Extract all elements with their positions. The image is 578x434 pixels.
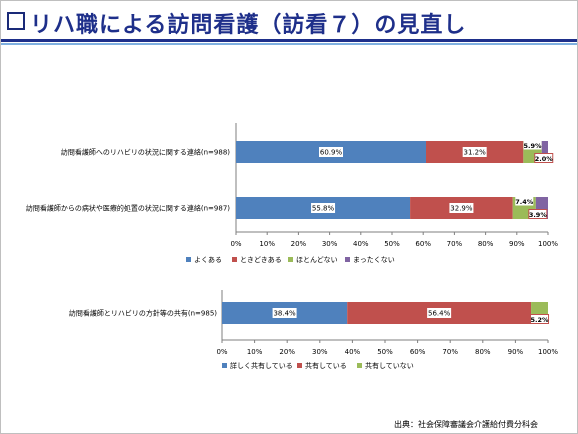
data-label-box [515, 196, 534, 206]
category-label: 訪問看護師とリハビリの方針等の共有(n=985) [69, 309, 217, 318]
legend-swatch [186, 257, 191, 262]
x-tick-label: 50% [377, 348, 393, 356]
bar-segment [541, 141, 548, 163]
title-square-icon [7, 12, 25, 30]
data-label: 31.2% [464, 149, 487, 157]
data-label-box [449, 203, 474, 213]
x-tick-label: 100% [538, 240, 558, 248]
data-label: 60.9% [320, 149, 343, 157]
x-tick-label: 40% [353, 240, 369, 248]
data-label-box [530, 314, 550, 324]
legend-label: 詳しく共有している [230, 361, 293, 370]
legend-swatch [297, 363, 302, 368]
data-label: 7.4% [515, 198, 534, 206]
x-tick-label: 10% [259, 240, 275, 248]
data-label: 3.9% [529, 211, 548, 219]
legend-label: 共有している [305, 361, 347, 370]
data-label: 5.9% [524, 142, 543, 150]
x-tick-label: 60% [410, 348, 426, 356]
data-label-box [311, 203, 336, 213]
x-tick-label: 60% [415, 240, 431, 248]
data-label-box [272, 308, 297, 318]
x-tick-label: 90% [509, 240, 525, 248]
x-tick-label: 80% [478, 240, 494, 248]
legend-label: 共有していない [365, 361, 414, 370]
slide-header: リハ職による訪問看護（訪看７）の見直し [0, 0, 578, 40]
x-tick-label: 30% [322, 240, 338, 248]
legend-label: ほとんどない [296, 256, 338, 264]
data-label-box [534, 153, 554, 163]
source-note: 出典：社会保障審議会介護給付費分科会 [394, 420, 538, 429]
legend-label: よくある [194, 256, 222, 264]
data-label-box [462, 147, 487, 157]
x-tick-label: 0% [230, 240, 241, 248]
data-label: 5.2% [531, 316, 550, 324]
x-tick-label: 70% [442, 348, 458, 356]
data-label-box [523, 140, 542, 150]
x-tick-label: 90% [508, 348, 524, 356]
title-underline [0, 39, 578, 42]
x-tick-label: 70% [447, 240, 463, 248]
legend-swatch [222, 363, 227, 368]
data-label: 38.4% [273, 310, 296, 318]
category-label: 訪問看護師へのリハビリの状況に関する連絡(n=988) [61, 148, 230, 157]
data-label: 55.8% [312, 205, 335, 213]
data-label: 2.0% [535, 155, 554, 163]
x-tick-label: 50% [384, 240, 400, 248]
slide-title: リハ職による訪問看護（訪看７）の見直し [30, 13, 467, 38]
legend-swatch [288, 257, 293, 262]
data-label-box [427, 308, 452, 318]
legend-swatch [357, 363, 362, 368]
category-label: 訪問看護師からの病状や医療的処置の状況に関する連絡(n=987) [26, 204, 230, 213]
data-label: 56.4% [428, 310, 451, 318]
title-underline-accent [0, 43, 578, 45]
data-label-box [528, 209, 548, 219]
x-tick-label: 20% [279, 348, 295, 356]
legend-swatch [345, 257, 350, 262]
legend-swatch [232, 257, 237, 262]
x-tick-label: 20% [291, 240, 307, 248]
x-tick-label: 40% [345, 348, 361, 356]
legend-label: まったくない [353, 256, 395, 264]
x-tick-label: 0% [216, 348, 227, 356]
data-label: 32.9% [450, 205, 473, 213]
x-tick-label: 30% [312, 348, 328, 356]
data-label-box [319, 147, 344, 157]
x-tick-label: 100% [538, 348, 558, 356]
x-tick-label: 80% [475, 348, 491, 356]
x-tick-label: 10% [247, 348, 263, 356]
legend-label: ときどきある [240, 256, 282, 264]
